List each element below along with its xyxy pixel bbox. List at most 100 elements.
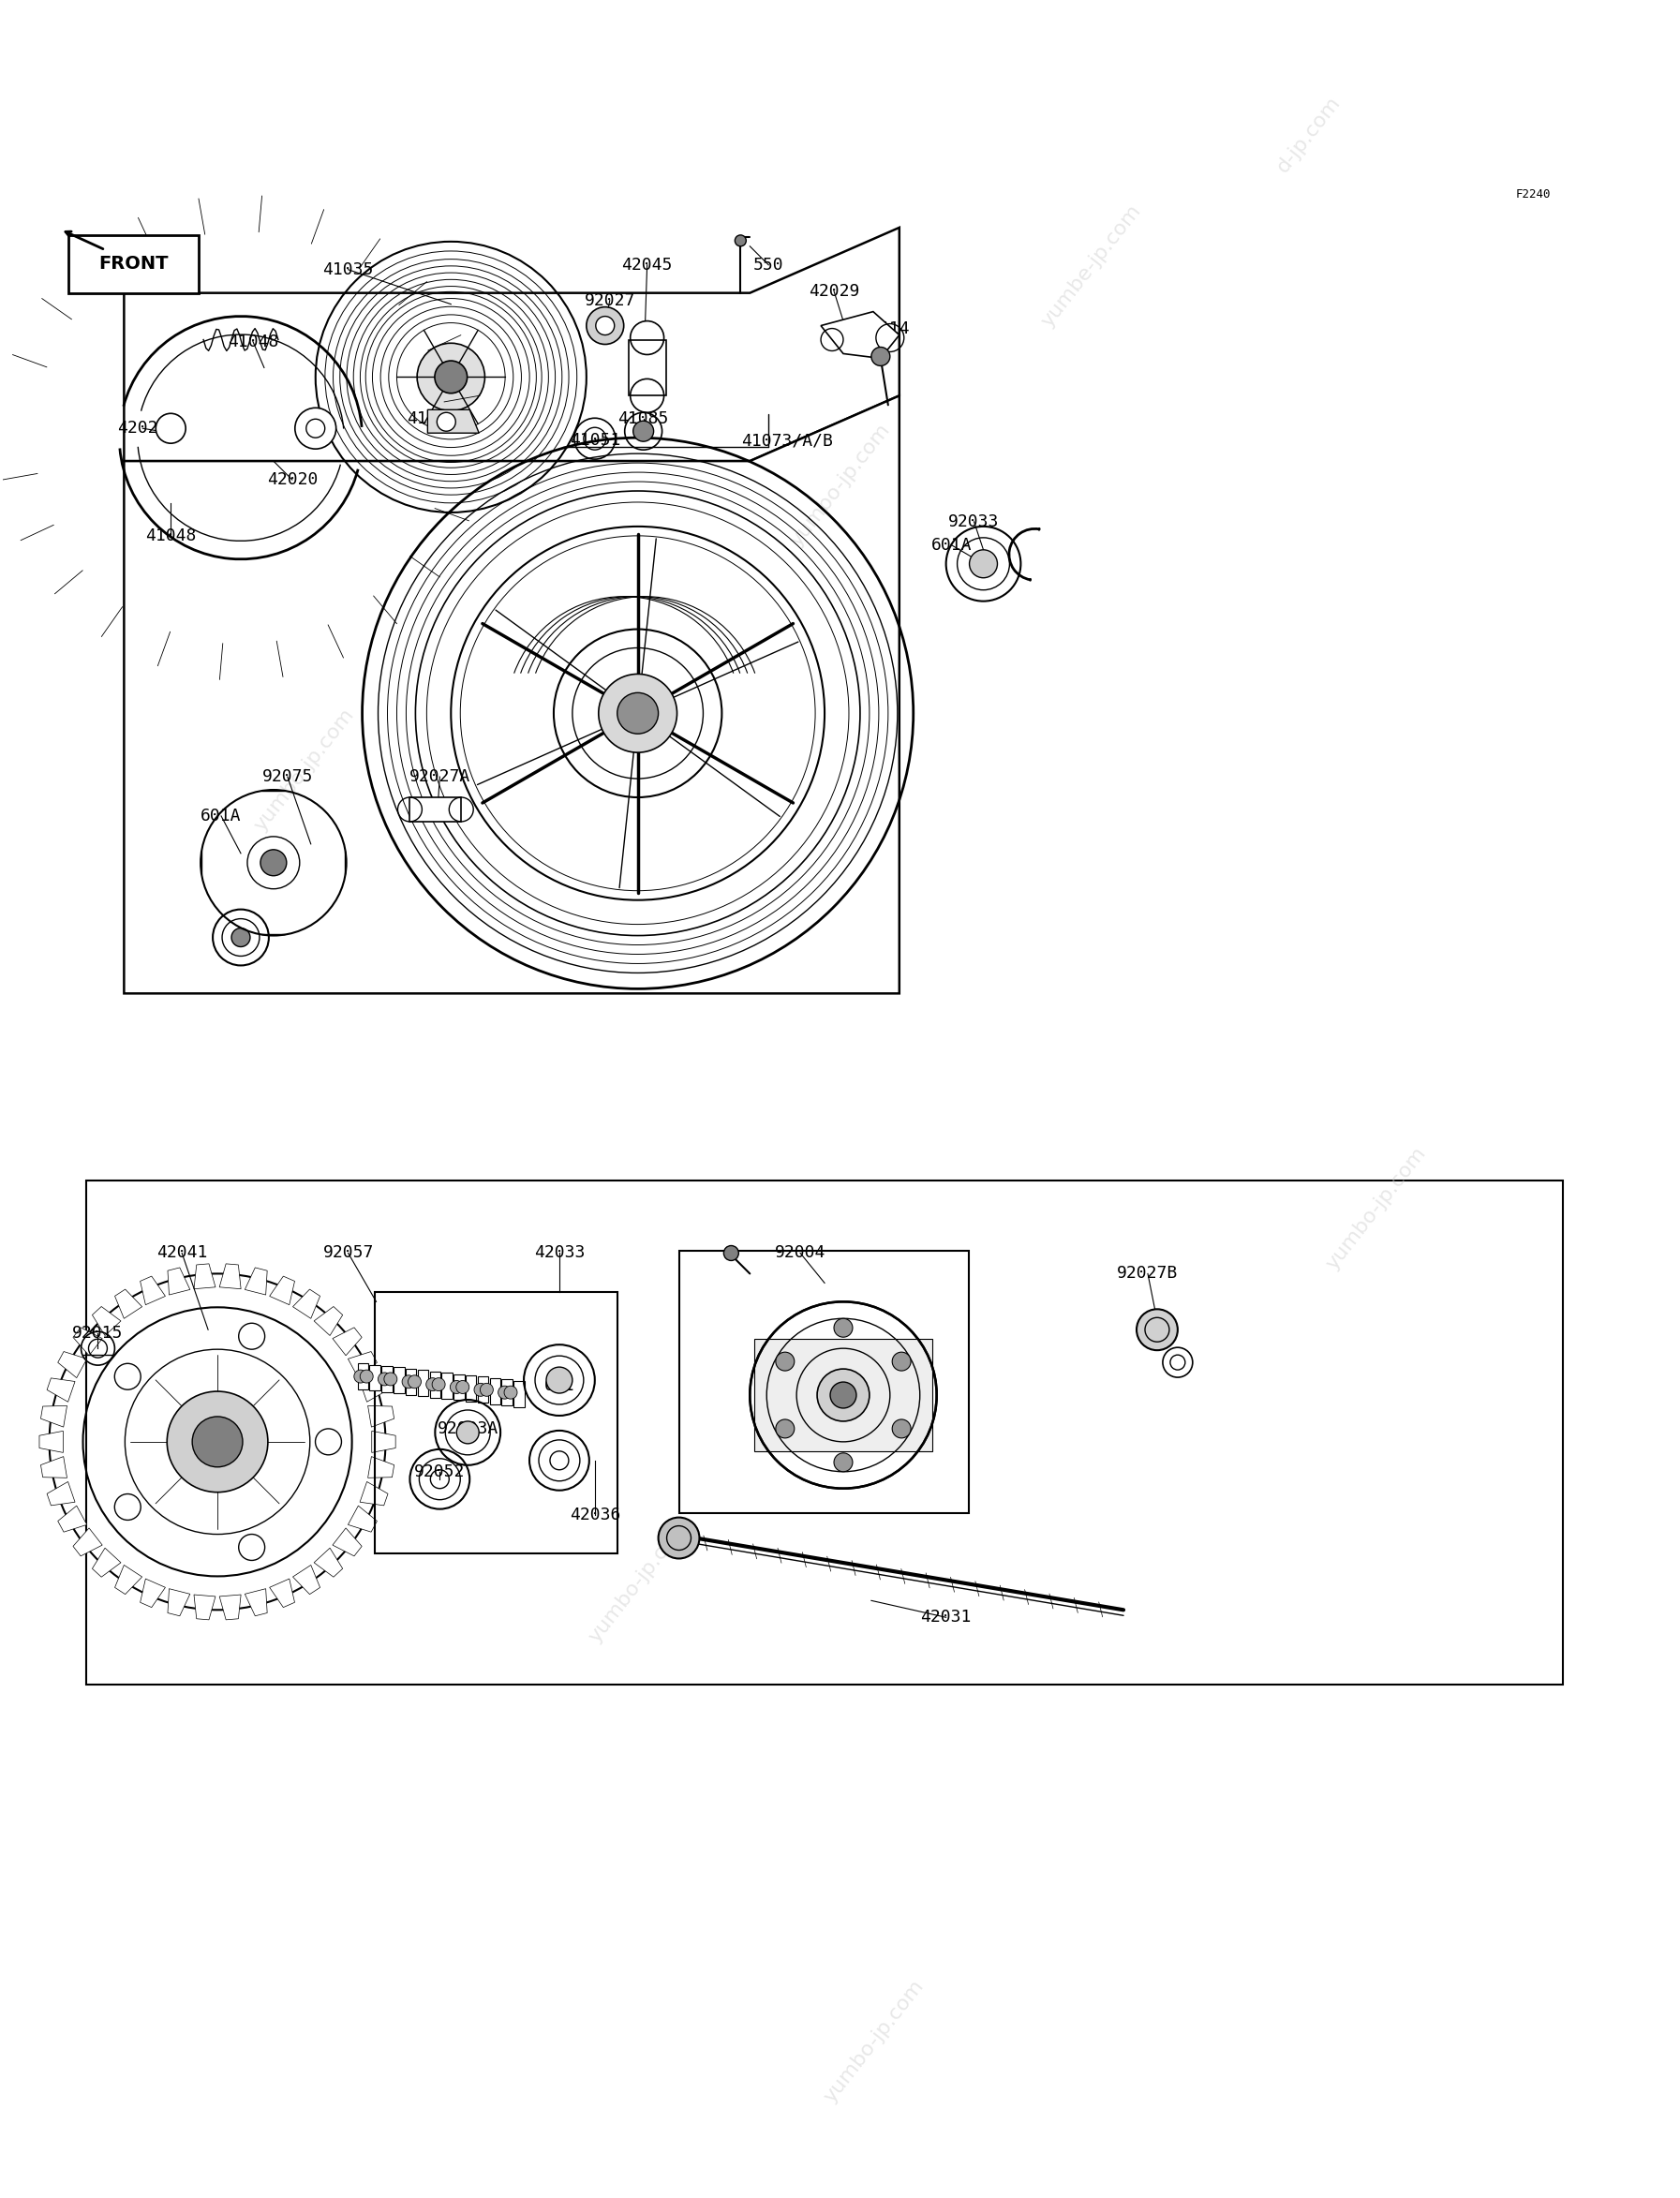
Circle shape — [417, 343, 486, 411]
Text: 42033: 42033 — [534, 1244, 585, 1262]
Polygon shape — [368, 1407, 395, 1427]
Polygon shape — [348, 1506, 376, 1532]
Bar — [393, 1367, 405, 1394]
Polygon shape — [333, 1528, 361, 1556]
Circle shape — [232, 928, 250, 947]
Polygon shape — [124, 229, 899, 462]
Polygon shape — [314, 1306, 343, 1336]
Circle shape — [504, 1387, 517, 1398]
Text: yumbo-jp.com: yumbo-jp.com — [786, 420, 894, 550]
Bar — [489, 1378, 501, 1405]
Circle shape — [360, 1369, 373, 1383]
Bar — [358, 1363, 368, 1389]
Bar — [405, 1369, 417, 1396]
Polygon shape — [314, 1547, 343, 1576]
Circle shape — [239, 1534, 265, 1561]
Text: d-jp.com: d-jp.com — [1273, 92, 1344, 176]
Text: 92052: 92052 — [415, 1464, 465, 1479]
Circle shape — [455, 1380, 469, 1394]
Circle shape — [833, 1453, 853, 1473]
Bar — [381, 1365, 393, 1391]
Polygon shape — [269, 1578, 294, 1607]
Circle shape — [457, 1422, 479, 1444]
Circle shape — [114, 1363, 141, 1389]
Text: yumbo-jp.com: yumbo-jp.com — [250, 706, 358, 835]
Circle shape — [633, 420, 654, 442]
Text: yumbo-jp.com: yumbo-jp.com — [586, 1517, 692, 1646]
Polygon shape — [269, 1277, 294, 1306]
Bar — [754, 1339, 932, 1451]
Text: 92015: 92015 — [72, 1325, 123, 1341]
Polygon shape — [124, 396, 899, 993]
Circle shape — [402, 1376, 415, 1389]
Circle shape — [586, 308, 623, 345]
Polygon shape — [72, 1328, 102, 1356]
Text: 550: 550 — [753, 257, 785, 273]
Polygon shape — [292, 1290, 321, 1319]
Circle shape — [239, 1323, 265, 1350]
Circle shape — [833, 1319, 853, 1336]
Polygon shape — [220, 1596, 240, 1620]
Text: 92027A: 92027A — [410, 769, 470, 785]
Circle shape — [598, 675, 677, 752]
Circle shape — [830, 1383, 857, 1409]
Text: 601A: 601A — [202, 807, 242, 824]
Circle shape — [378, 1372, 391, 1385]
Bar — [442, 1374, 452, 1398]
Circle shape — [816, 1369, 870, 1422]
Bar — [628, 341, 665, 396]
Polygon shape — [40, 1457, 67, 1477]
Bar — [679, 1251, 968, 1512]
Text: 41073/A/B: 41073/A/B — [741, 433, 833, 448]
Circle shape — [260, 851, 287, 875]
Polygon shape — [360, 1481, 388, 1506]
Text: 601A: 601A — [931, 536, 973, 554]
Bar — [514, 1380, 524, 1407]
Text: 601: 601 — [544, 1378, 575, 1394]
Text: yumbo-jp.com: yumbo-jp.com — [820, 1976, 927, 2106]
Circle shape — [617, 692, 659, 734]
Polygon shape — [139, 1277, 165, 1306]
Circle shape — [316, 1429, 341, 1455]
Circle shape — [408, 1376, 422, 1389]
Polygon shape — [292, 1565, 321, 1594]
Text: 92027: 92027 — [585, 292, 635, 310]
Circle shape — [156, 413, 186, 444]
Circle shape — [776, 1420, 795, 1437]
Text: 41050: 41050 — [407, 411, 457, 426]
Polygon shape — [368, 1457, 395, 1477]
Polygon shape — [348, 1352, 376, 1378]
Text: 92057: 92057 — [323, 1244, 373, 1262]
Text: 42020: 42020 — [267, 470, 318, 488]
Circle shape — [296, 409, 336, 448]
Circle shape — [114, 1495, 141, 1521]
Circle shape — [435, 360, 467, 393]
Text: FRONT: FRONT — [99, 255, 168, 273]
Circle shape — [480, 1383, 494, 1396]
Text: 41051: 41051 — [570, 433, 620, 448]
Bar — [87, 1180, 1562, 1684]
Polygon shape — [360, 1378, 388, 1402]
Polygon shape — [245, 1268, 267, 1295]
Circle shape — [432, 1378, 445, 1391]
Circle shape — [499, 1387, 511, 1398]
Text: 42029: 42029 — [808, 284, 860, 299]
Text: 92027B: 92027B — [1117, 1266, 1178, 1281]
Circle shape — [892, 1352, 911, 1372]
Polygon shape — [92, 1306, 121, 1336]
Bar — [465, 1376, 477, 1402]
Text: 41048: 41048 — [227, 334, 279, 349]
Text: 42031: 42031 — [921, 1609, 971, 1627]
Polygon shape — [47, 1481, 76, 1506]
Text: 92033A: 92033A — [437, 1420, 499, 1437]
Polygon shape — [47, 1378, 76, 1402]
Circle shape — [872, 347, 890, 365]
Text: 42041: 42041 — [156, 1244, 207, 1262]
Bar — [502, 1380, 512, 1405]
Text: 92075: 92075 — [262, 769, 312, 785]
Bar — [375, 1292, 617, 1554]
Circle shape — [724, 1246, 739, 1262]
Circle shape — [734, 235, 746, 246]
Polygon shape — [92, 1547, 121, 1576]
Circle shape — [427, 1378, 438, 1391]
